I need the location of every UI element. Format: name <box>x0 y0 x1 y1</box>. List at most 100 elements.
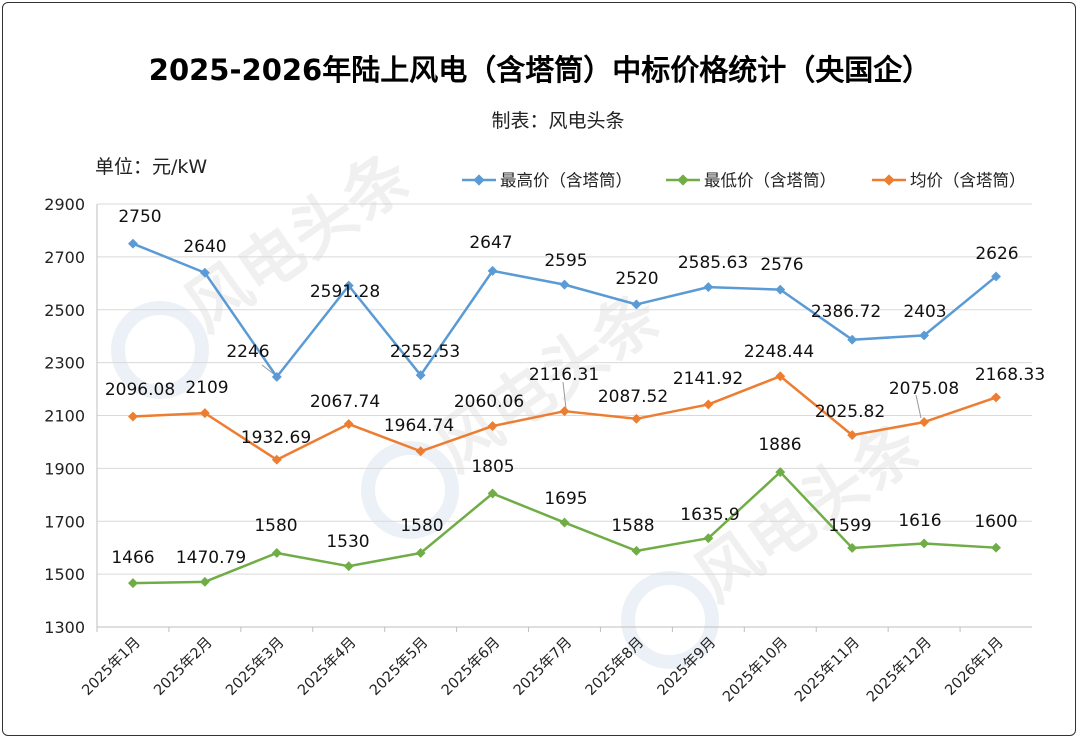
data-point-1 <box>559 517 570 528</box>
data-point-1 <box>343 561 354 572</box>
data-label-1: 1466 <box>111 548 154 568</box>
data-label-0: 2591.28 <box>310 282 380 302</box>
data-label-2: 2248.44 <box>744 342 814 362</box>
legend-marker-0 <box>473 174 485 186</box>
y-tick-label: 2700 <box>44 248 85 267</box>
data-label-2: 2109 <box>185 378 228 398</box>
data-label-0: 2640 <box>183 237 226 257</box>
y-tick-label: 2100 <box>44 407 85 426</box>
x-tick-label: 2025年10月 <box>719 634 791 706</box>
data-point-1 <box>199 576 210 587</box>
data-label-1: 1616 <box>898 511 941 531</box>
x-tick-label: 2025年3月 <box>222 634 287 699</box>
legend-marker-2 <box>883 174 895 186</box>
x-tick-label: 2025年1月 <box>79 634 144 699</box>
data-label-2: 2025.82 <box>815 402 885 422</box>
data-point-2 <box>271 454 282 465</box>
y-axis-unit-label: 单位：元/kW <box>95 156 207 178</box>
data-point-0 <box>128 238 138 249</box>
x-tick-label: 2025年2月 <box>151 634 216 699</box>
legend-label-0: 最高价（含塔筒） <box>500 171 632 190</box>
data-point-1 <box>847 543 858 553</box>
leader-line <box>562 381 567 410</box>
y-tick-label: 2300 <box>44 354 85 373</box>
data-label-1: 1600 <box>974 512 1017 532</box>
data-point-1 <box>991 542 1001 553</box>
watermark-logo-icon <box>621 571 719 669</box>
data-label-0: 2403 <box>903 302 946 322</box>
data-label-0: 2252.53 <box>390 342 460 362</box>
data-label-1: 1635.9 <box>680 505 739 525</box>
y-tick-label: 2500 <box>44 301 85 320</box>
leader-line <box>915 394 922 419</box>
data-point-0 <box>991 271 1001 282</box>
x-tick-label: 2025年11月 <box>791 634 863 706</box>
data-label-2: 2067.74 <box>310 392 380 412</box>
data-label-0: 2585.63 <box>678 253 748 273</box>
y-tick-label: 1900 <box>44 459 85 478</box>
data-label-2: 2087.52 <box>598 387 668 407</box>
data-point-2 <box>775 371 786 382</box>
y-tick-label: 1300 <box>44 618 85 637</box>
data-point-1 <box>703 533 714 544</box>
data-point-2 <box>703 399 714 410</box>
data-label-0: 2520 <box>615 269 658 289</box>
data-label-0: 2595 <box>544 251 587 271</box>
legend-label-1: 最低价（含塔筒） <box>704 171 836 190</box>
data-point-0 <box>343 280 354 291</box>
y-tick-label: 1700 <box>44 512 85 531</box>
data-label-1: 1805 <box>471 457 514 477</box>
data-label-1: 1588 <box>611 516 654 536</box>
data-label-1: 1580 <box>254 516 297 536</box>
watermark-logo-icon <box>111 301 209 399</box>
data-point-0 <box>271 371 282 382</box>
x-tick-label: 2026年1月 <box>942 634 1007 699</box>
data-point-0 <box>487 265 498 276</box>
data-label-0: 2750 <box>118 207 161 227</box>
x-tick-label: 2025年6月 <box>438 634 503 699</box>
data-label-2: 2096.08 <box>105 380 175 400</box>
data-point-2 <box>847 430 858 441</box>
data-point-0 <box>415 370 426 381</box>
data-point-2 <box>343 419 354 429</box>
legend-marker-1 <box>677 174 689 186</box>
data-point-0 <box>847 334 858 345</box>
data-label-1: 1470.79 <box>176 548 246 568</box>
data-point-1 <box>487 488 498 499</box>
data-label-2: 2060.06 <box>454 392 524 412</box>
chart-title: 2025-2026年陆上风电（含塔筒）中标价格统计（央国企） <box>149 53 931 87</box>
y-tick-label: 1500 <box>44 565 85 584</box>
x-tick-label: 2025年4月 <box>294 634 359 699</box>
data-label-1: 1580 <box>400 516 443 536</box>
data-point-1 <box>631 545 642 556</box>
chart-subtitle: 制表：风电头条 <box>491 110 624 132</box>
data-label-2: 2141.92 <box>673 369 743 389</box>
data-point-2 <box>559 406 570 417</box>
data-point-2 <box>199 408 210 419</box>
data-label-2: 1964.74 <box>384 416 454 436</box>
data-label-2: 2075.08 <box>889 379 959 399</box>
data-label-1: 1695 <box>544 489 587 509</box>
data-label-0: 2626 <box>975 244 1018 264</box>
data-point-2 <box>415 446 426 457</box>
x-tick-label: 2025年7月 <box>510 634 575 699</box>
data-point-1 <box>415 548 426 558</box>
data-point-2 <box>631 413 642 424</box>
x-tick-label: 2025年5月 <box>366 634 431 699</box>
data-point-2 <box>128 411 138 422</box>
data-label-0: 2386.72 <box>811 302 881 322</box>
x-tick-label: 2025年12月 <box>863 634 935 706</box>
data-point-1 <box>271 548 282 558</box>
x-tick-label: 2025年8月 <box>582 634 647 699</box>
data-label-1: 1886 <box>758 435 801 455</box>
data-label-2: 2116.31 <box>529 365 599 385</box>
data-point-0 <box>775 284 786 295</box>
data-point-0 <box>703 282 714 293</box>
data-point-2 <box>919 417 930 428</box>
data-point-0 <box>919 330 930 341</box>
data-point-0 <box>559 279 570 290</box>
data-point-1 <box>128 578 138 589</box>
data-point-2 <box>487 421 498 432</box>
